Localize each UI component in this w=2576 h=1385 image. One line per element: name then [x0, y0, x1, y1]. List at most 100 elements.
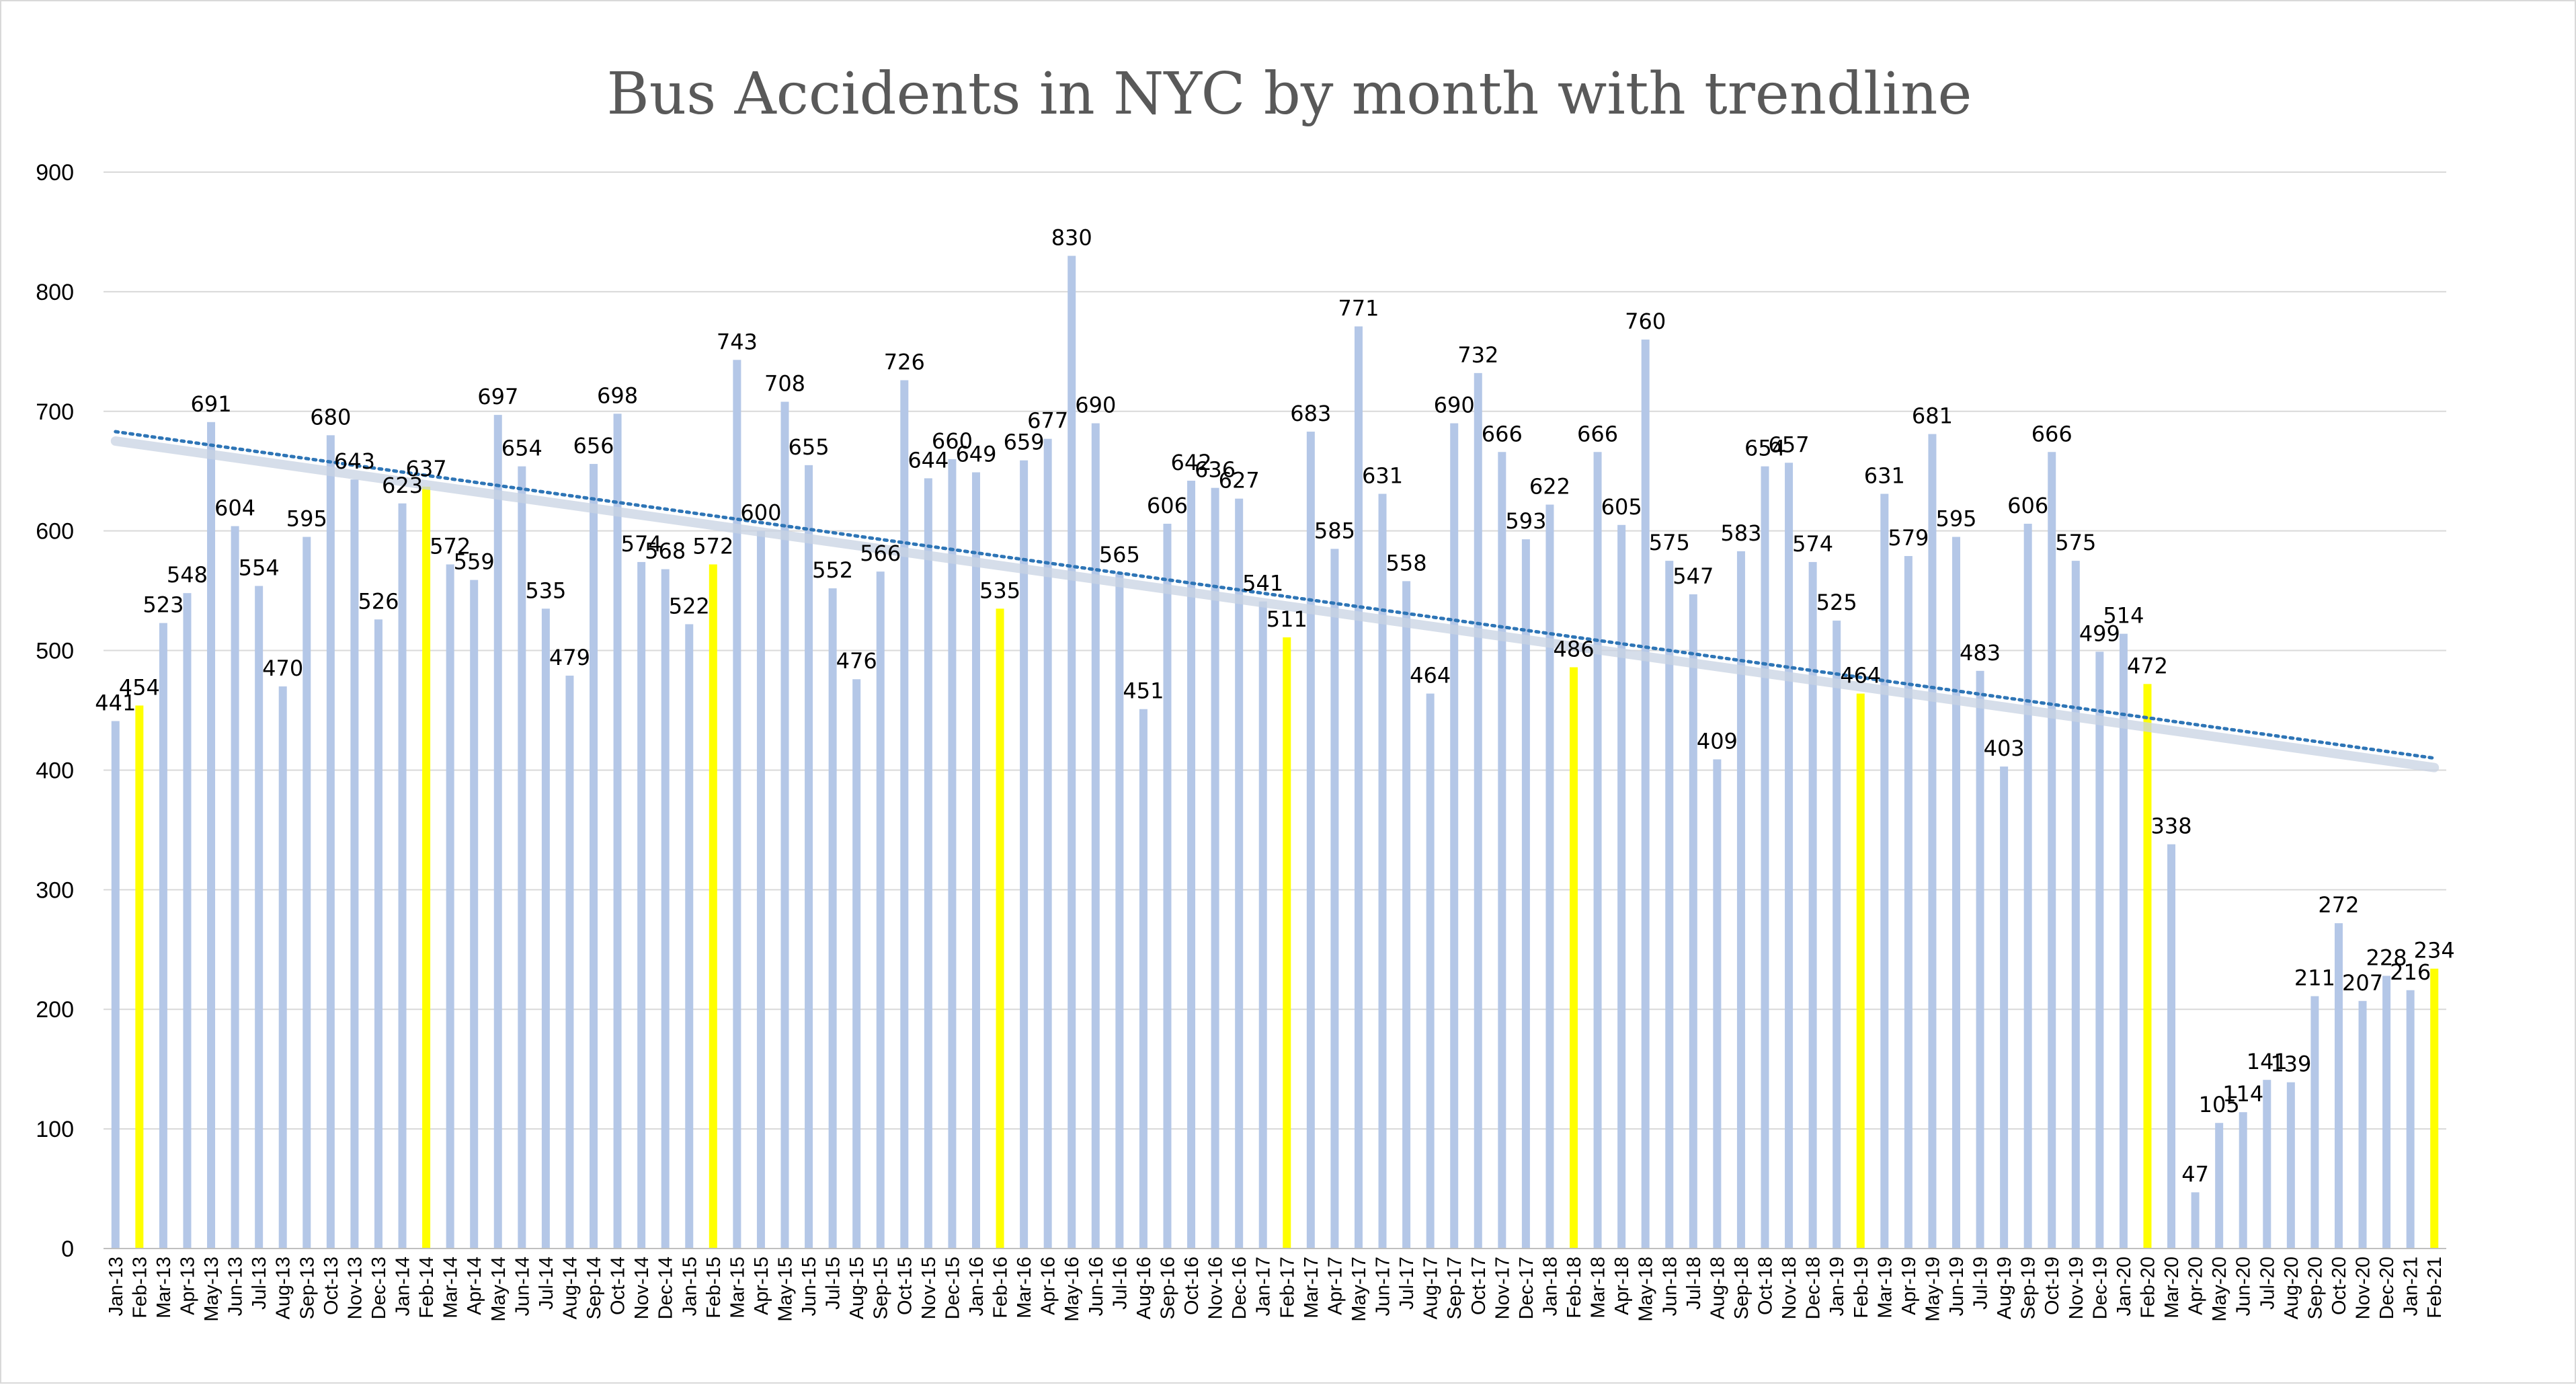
x-tick-label: Aug-17 [1420, 1257, 1442, 1320]
x-tick-label: Nov-17 [1492, 1257, 1513, 1320]
x-tick-label: Aug-13 [273, 1257, 294, 1320]
bar [1378, 493, 1387, 1249]
x-tick-label: Aug-15 [846, 1257, 868, 1320]
bar [1402, 581, 1411, 1249]
data-label: 547 [1673, 563, 1714, 589]
x-tick-label: Jan-13 [106, 1257, 127, 1316]
y-tick-label: 900 [36, 160, 74, 186]
data-label: 234 [2414, 938, 2455, 963]
data-label: 732 [1457, 342, 1498, 368]
x-tick-label: Jul-18 [1683, 1257, 1705, 1310]
data-label: 623 [382, 473, 423, 498]
data-label: 403 [1984, 736, 2025, 761]
data-label: 486 [1553, 636, 1594, 662]
x-tick-label: Aug-14 [559, 1257, 581, 1320]
x-tick-label: Aug-18 [1707, 1257, 1728, 1320]
bar [1761, 466, 1769, 1249]
data-label: 642 [1170, 450, 1211, 475]
data-label: 105 [2199, 1092, 2240, 1117]
bar [159, 623, 167, 1249]
bar [2167, 844, 2176, 1249]
bar [948, 459, 957, 1249]
data-label: 656 [573, 433, 614, 459]
bar [709, 564, 717, 1249]
bar [733, 360, 741, 1249]
bar [1736, 551, 1745, 1249]
data-label: 565 [1099, 542, 1140, 567]
bar [876, 571, 885, 1249]
x-tick-label: May-19 [1922, 1257, 1943, 1322]
x-tick-label: Apr-13 [177, 1257, 198, 1315]
data-label: 535 [525, 578, 566, 603]
bar [1258, 601, 1267, 1249]
data-label: 698 [597, 383, 638, 408]
bar [303, 537, 311, 1249]
x-tick-label: Jun-13 [225, 1257, 247, 1316]
bar [1426, 693, 1435, 1249]
data-label: 583 [1720, 520, 1761, 546]
x-tick-label: Dec-16 [1229, 1257, 1250, 1320]
bar [2191, 1192, 2200, 1249]
x-tick-label: Sep-17 [1444, 1257, 1465, 1320]
data-label: 541 [1242, 571, 1283, 596]
data-label: 595 [1935, 506, 1976, 532]
x-tick-label: Apr-16 [1038, 1257, 1059, 1315]
bar [1187, 480, 1196, 1249]
bar [518, 466, 526, 1249]
data-label: 636 [1195, 457, 1236, 483]
bar [637, 561, 646, 1249]
bar [1283, 637, 1291, 1249]
data-label: 575 [1649, 530, 1690, 555]
bar [1115, 572, 1124, 1249]
x-tick-label: Dec-14 [655, 1257, 677, 1320]
data-label: 525 [1816, 590, 1857, 615]
bar [1068, 255, 1076, 1249]
x-tick-label: Dec-13 [368, 1257, 390, 1320]
data-label: 211 [2294, 965, 2335, 991]
bar [2143, 684, 2152, 1249]
data-label: 522 [669, 593, 710, 619]
x-tick-label: Feb-13 [129, 1257, 151, 1318]
data-label: 631 [1864, 463, 1905, 489]
trendline-shadow [110, 436, 2440, 773]
bar [2406, 990, 2415, 1249]
x-tick-label: May-17 [1349, 1257, 1370, 1322]
y-tick-label: 600 [36, 519, 74, 545]
x-tick-label: Feb-20 [2137, 1257, 2159, 1318]
bar [183, 593, 192, 1249]
x-tick-label: Nov-13 [344, 1257, 366, 1320]
bar [1020, 460, 1029, 1249]
x-tick-label: Mar-17 [1301, 1257, 1322, 1318]
bar [1617, 524, 1626, 1249]
x-tick-label: May-15 [774, 1257, 796, 1322]
data-label: 526 [358, 588, 399, 614]
x-tick-label: Aug-16 [1133, 1257, 1155, 1320]
data-label: 585 [1314, 518, 1355, 543]
x-tick-label: Jan-15 [679, 1257, 700, 1316]
data-label: 622 [1529, 474, 1570, 500]
data-label: 666 [1577, 421, 1618, 446]
bar [2071, 561, 2080, 1249]
bar [350, 479, 359, 1249]
bar [1521, 539, 1530, 1249]
data-label: 600 [740, 500, 781, 526]
x-tick-label: Sep-20 [2304, 1257, 2326, 1320]
x-tick-label: Nov-20 [2353, 1257, 2374, 1320]
x-tick-label: Mar-19 [1874, 1257, 1896, 1318]
x-tick-label: Dec-19 [2089, 1257, 2111, 1320]
bar [1951, 537, 1960, 1249]
bar [2382, 976, 2391, 1249]
bar [924, 478, 932, 1249]
x-tick-label: Oct-18 [1755, 1257, 1777, 1315]
x-tick-label: Oct-20 [2329, 1257, 2350, 1315]
bar [1785, 463, 1794, 1249]
bar [685, 624, 694, 1249]
x-tick-label: Apr-20 [2185, 1257, 2207, 1315]
data-label: 605 [1601, 494, 1642, 520]
bar [756, 530, 765, 1249]
bar [1498, 452, 1506, 1249]
trendline [114, 430, 2436, 760]
x-tick-label: Oct-14 [608, 1257, 629, 1315]
